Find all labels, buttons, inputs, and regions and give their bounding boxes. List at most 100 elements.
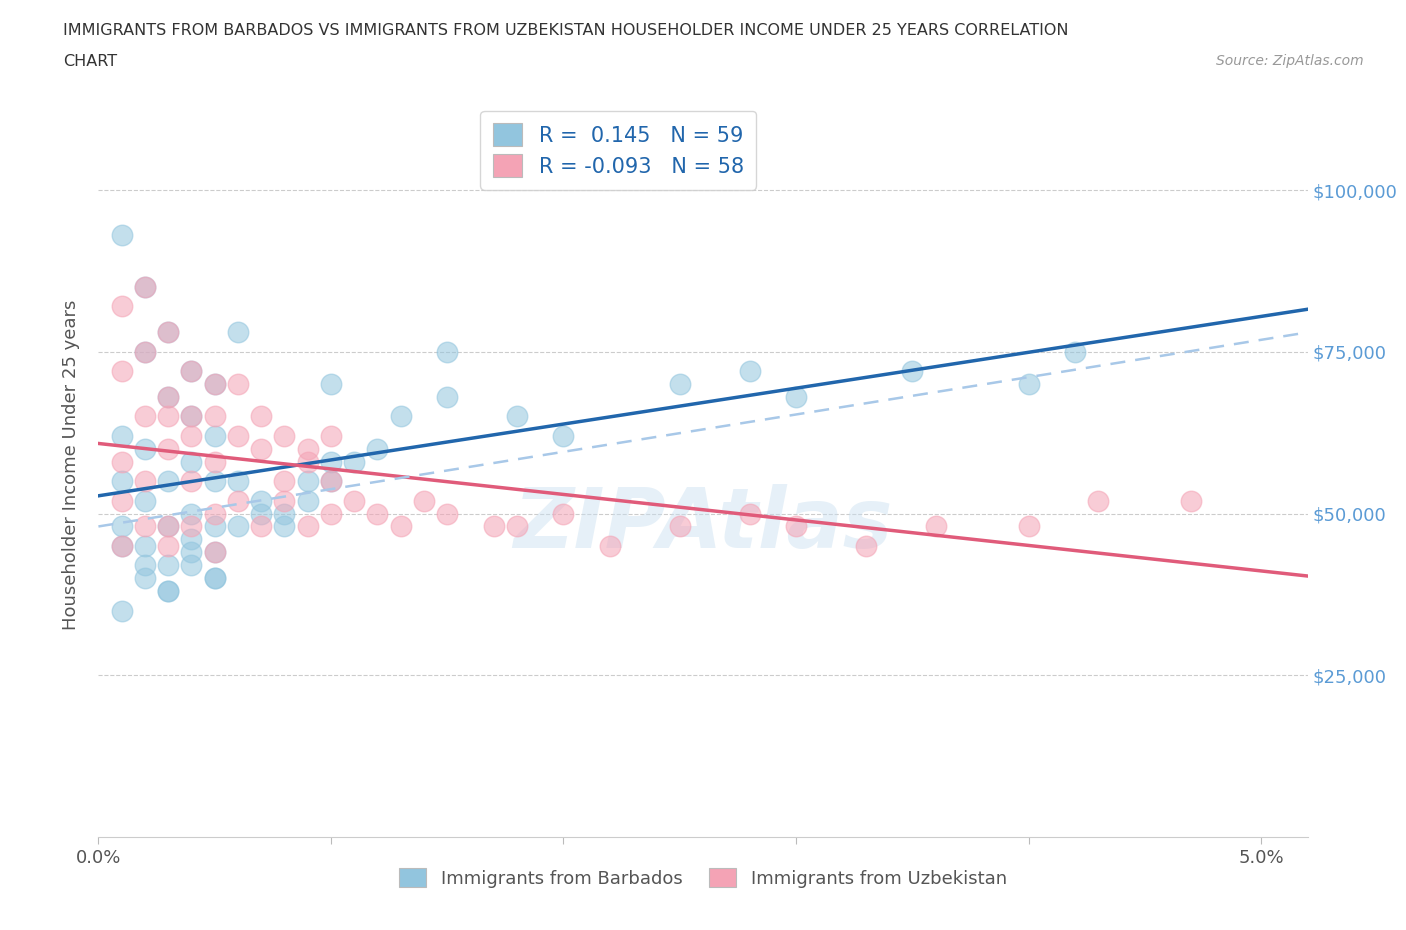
Point [157,519,180,534]
Point [343,455,366,470]
Text: Source: ZipAtlas.com: Source: ZipAtlas.com [1216,54,1364,68]
Point [226,377,249,392]
Point [366,442,388,457]
Point [157,325,180,339]
Point [506,519,529,534]
Point [1064,344,1087,359]
Point [134,519,156,534]
Point [134,473,156,488]
Point [226,429,249,444]
Y-axis label: Householder Income Under 25 years: Householder Income Under 25 years [62,299,80,631]
Point [204,455,226,470]
Point [111,455,134,470]
Point [901,364,924,379]
Point [436,344,458,359]
Point [204,409,226,424]
Point [134,409,156,424]
Point [226,493,249,508]
Point [366,506,388,521]
Point [250,506,273,521]
Point [1018,519,1040,534]
Point [180,429,202,444]
Point [111,519,134,534]
Point [273,473,295,488]
Point [250,519,273,534]
Point [180,545,202,560]
Point [157,584,180,599]
Point [204,545,226,560]
Point [134,558,156,573]
Point [553,506,575,521]
Point [204,571,226,586]
Point [157,390,180,405]
Point [180,364,202,379]
Point [319,473,342,488]
Point [180,455,202,470]
Point [273,519,295,534]
Point [319,429,342,444]
Text: ZIPAtlas: ZIPAtlas [513,484,893,565]
Point [436,390,458,405]
Point [319,506,342,521]
Point [924,519,946,534]
Point [319,473,342,488]
Text: CHART: CHART [63,54,117,69]
Point [180,519,202,534]
Point [855,538,877,553]
Point [157,390,180,405]
Point [134,280,156,295]
Point [273,429,295,444]
Point [180,532,202,547]
Point [413,493,436,508]
Point [111,538,134,553]
Point [250,442,273,457]
Point [111,299,134,314]
Point [111,228,134,243]
Point [553,429,575,444]
Point [273,493,295,508]
Point [297,519,319,534]
Point [180,364,202,379]
Point [297,455,319,470]
Point [111,473,134,488]
Point [157,584,180,599]
Point [482,519,505,534]
Point [273,506,295,521]
Point [204,377,226,392]
Point [343,493,366,508]
Point [111,429,134,444]
Point [204,429,226,444]
Point [134,344,156,359]
Point [111,538,134,553]
Point [111,364,134,379]
Point [180,409,202,424]
Point [738,364,761,379]
Point [1087,493,1109,508]
Point [226,519,249,534]
Point [157,325,180,339]
Point [204,377,226,392]
Point [204,519,226,534]
Legend: Immigrants from Barbados, Immigrants from Uzbekistan: Immigrants from Barbados, Immigrants fro… [392,861,1014,895]
Point [134,571,156,586]
Point [204,506,226,521]
Point [226,473,249,488]
Point [180,558,202,573]
Point [319,377,342,392]
Point [157,473,180,488]
Point [157,409,180,424]
Point [157,558,180,573]
Point [668,377,690,392]
Point [506,409,529,424]
Point [389,409,412,424]
Point [180,409,202,424]
Point [134,442,156,457]
Point [389,519,412,534]
Point [785,519,807,534]
Point [226,325,249,339]
Point [250,409,273,424]
Point [204,545,226,560]
Point [134,280,156,295]
Point [157,538,180,553]
Point [134,344,156,359]
